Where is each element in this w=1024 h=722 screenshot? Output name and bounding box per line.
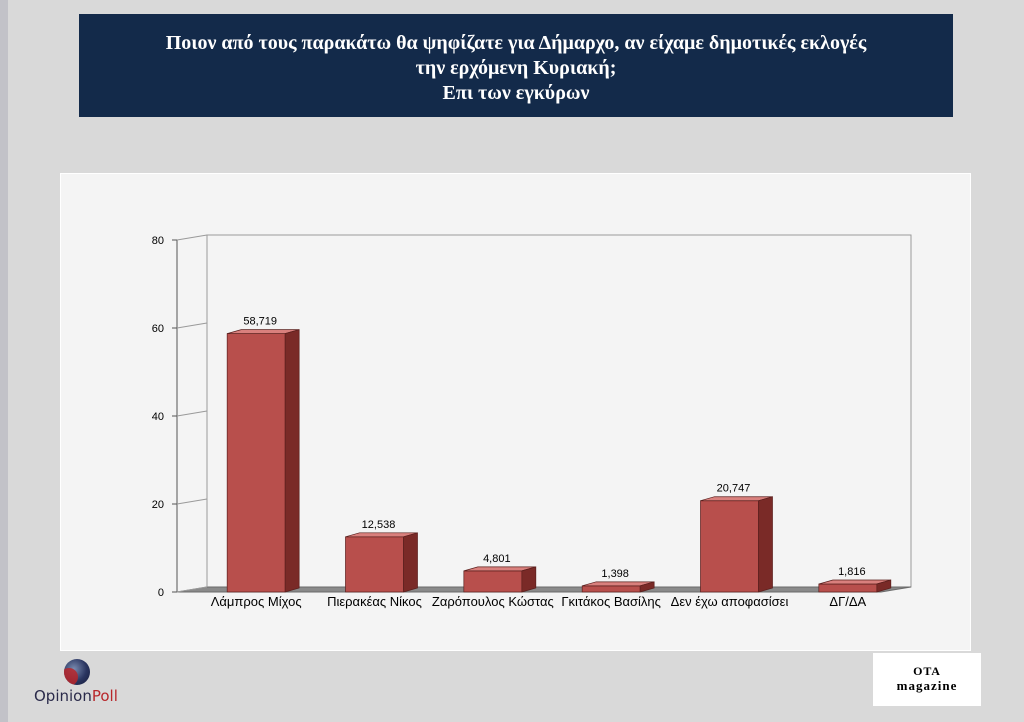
x-category-label: ΔΓ/ΔΑ [829, 594, 866, 609]
bar-value-label: 1,398 [601, 568, 629, 580]
bar-value-label: 20,747 [717, 483, 751, 495]
x-category-label: Πιερακέας Νίκος [327, 594, 422, 609]
title-line-3: Επι των εγκύρων [442, 82, 590, 104]
x-category-label: Ζαρόπουλος Κώστας [432, 594, 554, 609]
bar-side [876, 579, 892, 593]
ota-logo-line2: magazine [896, 678, 958, 693]
opinionpoll-logo: OpinionPoll [30, 656, 130, 712]
bar-front [226, 333, 286, 593]
title-banner: Ποιον από τους παρακάτω θα ψηφίζατε για … [79, 14, 953, 117]
left-edge-strip [0, 0, 8, 722]
x-category-label: Λάμπρος Μίχος [211, 594, 302, 609]
bar-front [345, 536, 404, 593]
y-tick-label: 20 [152, 499, 164, 511]
y-tick-depth-line [176, 586, 208, 593]
x-category-label: Δεν έχω αποφασίσει [671, 594, 789, 609]
opinionpoll-logo-text: OpinionPoll [34, 687, 118, 705]
opinionpoll-logo-text-part2: Poll [91, 687, 118, 705]
y-tick-label: 0 [158, 587, 164, 599]
y-tick-depth-line [176, 234, 208, 241]
chart-panel: 0 20 40 60 80 58,719 Λάμπρος Μίχος 12,538 Πιερακ… [60, 173, 971, 651]
bar-value-label: 1,816 [838, 566, 866, 578]
opinionpoll-logo-text-part1: Opinion [34, 687, 92, 705]
y-tick-depth-line [176, 322, 208, 329]
y-tick-depth-line [176, 498, 208, 505]
title-line-1: Ποιον από τους παρακάτω θα ψηφίζατε για … [165, 32, 867, 54]
bar-front [700, 500, 759, 593]
opinionpoll-logo-icon [64, 659, 90, 685]
bar-value-label: 12,538 [362, 519, 396, 531]
y-tick-label: 60 [152, 323, 164, 335]
title-line-2: την ερχόμενη Κυριακή; [415, 57, 617, 79]
bar-front [463, 570, 523, 593]
x-category-label: Γκιτάκος Βασίλης [561, 594, 661, 609]
bar-value-label: 58,719 [243, 316, 277, 328]
bar-front [581, 585, 641, 593]
bar-side [284, 329, 300, 593]
bar-side [758, 496, 773, 593]
ota-logo-line1: ΟΤΑ [913, 664, 941, 678]
bar-side [403, 532, 418, 593]
bar-side [521, 566, 537, 593]
y-tick-label: 80 [152, 235, 164, 247]
ota-magazine-logo: ΟΤΑ magazine [873, 653, 981, 706]
y-tick-label: 40 [152, 411, 164, 423]
bar-value-label: 4,801 [483, 553, 511, 565]
bar-side [639, 581, 655, 593]
bar-front [818, 583, 878, 593]
chart-back-wall [206, 234, 912, 588]
y-tick-depth-line [176, 410, 208, 417]
bar-chart: 0 20 40 60 80 58,719 Λάμπρος Μίχος 12,538 Πιερακ… [152, 234, 912, 609]
